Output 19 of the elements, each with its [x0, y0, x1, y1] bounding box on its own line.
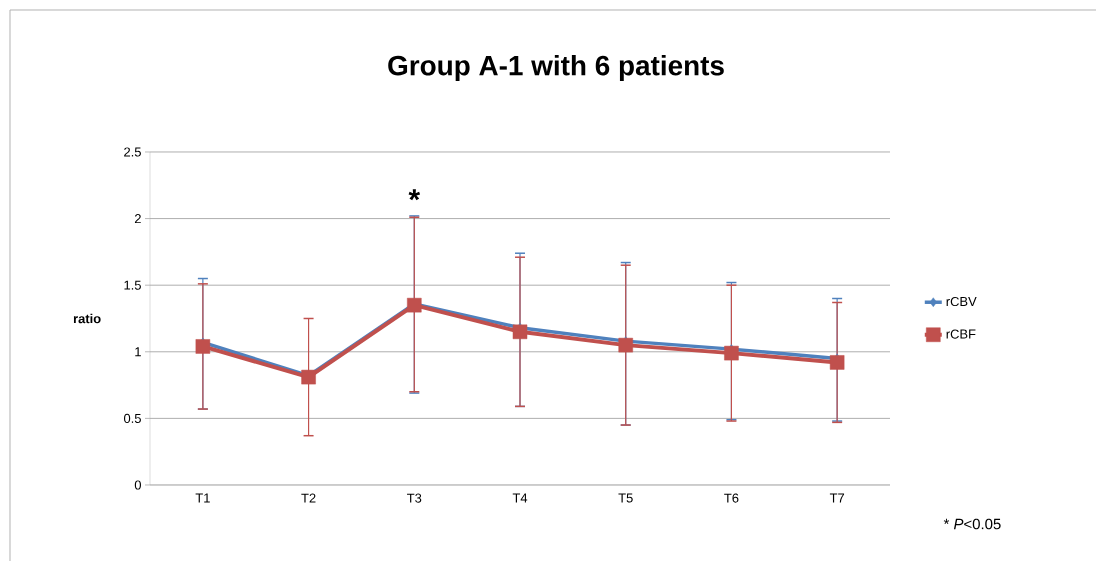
- annotation: *: [408, 189, 421, 201]
- y-tick-label: 1: [135, 347, 141, 357]
- y-tick-label: 2.5: [124, 147, 141, 157]
- y-tick-label: 1.5: [124, 280, 141, 290]
- text: *P<0.05: [943, 518, 1001, 530]
- x-tick-label: T6: [724, 493, 739, 503]
- x-tick-label: T1: [195, 493, 210, 503]
- chart-title: Group A-1 with 6 patients: [388, 54, 724, 81]
- x-tick-label: T3: [407, 493, 422, 503]
- x-tick-label: T4: [512, 493, 528, 503]
- y-tick-label: 2: [134, 214, 141, 224]
- y-tick-label: 0: [134, 480, 141, 490]
- x-tick-label: T2: [301, 493, 316, 503]
- legend-label: rCBF: [946, 329, 976, 339]
- y-axis-title: ratio: [73, 313, 101, 324]
- legend-label: rCBV: [946, 296, 977, 307]
- x-tick-label: T7: [829, 493, 845, 503]
- y-tick-label: 0.5: [123, 413, 141, 423]
- x-tick-label: T5: [618, 493, 633, 503]
